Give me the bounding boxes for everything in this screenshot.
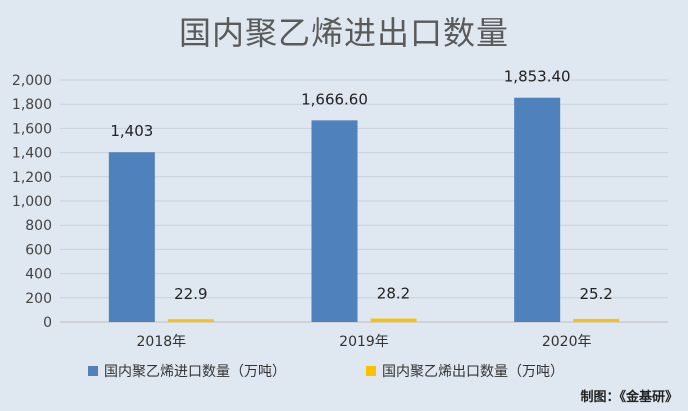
- y-tick-label: 400: [25, 267, 52, 283]
- legend-label: 国内聚乙烯进口数量（万吨）: [104, 364, 286, 380]
- y-tick-label: 0: [43, 315, 52, 331]
- import-bar: [108, 152, 155, 322]
- export-bar: [167, 319, 214, 322]
- data-label: 22.9: [174, 285, 207, 303]
- y-tick-label: 1,000: [12, 194, 52, 210]
- legend-swatch: [88, 366, 98, 376]
- chart-title: 国内聚乙烯进出口数量: [178, 14, 509, 52]
- y-tick-label: 800: [25, 218, 52, 234]
- legend-swatch: [366, 366, 376, 376]
- x-tick-label: 2020年: [542, 334, 592, 350]
- export-bar: [573, 318, 620, 322]
- x-tick-label: 2018年: [137, 334, 187, 350]
- data-label: 1,403: [110, 122, 153, 140]
- export-bar: [370, 318, 417, 322]
- y-tick-label: 1,600: [12, 121, 52, 137]
- y-tick-label: 1,400: [12, 146, 52, 162]
- data-label: 25.2: [579, 285, 612, 303]
- data-label: 1,853.40: [504, 68, 571, 86]
- y-tick-label: 600: [25, 242, 52, 258]
- import-bar: [311, 120, 358, 322]
- x-tick-label: 2019年: [339, 334, 389, 350]
- y-tick-label: 1,800: [12, 97, 52, 113]
- y-tick-label: 200: [25, 291, 52, 307]
- y-tick-label: 2,000: [12, 73, 52, 89]
- data-label: 28.2: [377, 285, 410, 303]
- import-bar: [514, 97, 561, 322]
- legend-label: 国内聚乙烯出口数量（万吨）: [382, 364, 564, 380]
- data-label: 1,666.60: [301, 90, 368, 108]
- y-tick-label: 1,200: [12, 170, 52, 186]
- source-credit: 制图：《金基研》: [580, 390, 678, 405]
